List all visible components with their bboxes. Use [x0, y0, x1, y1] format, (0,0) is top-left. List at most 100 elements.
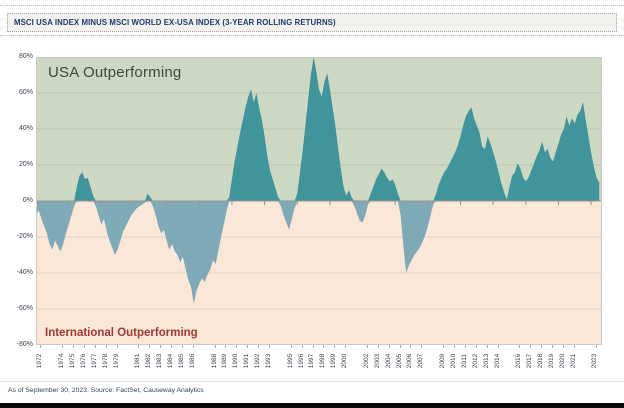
x-axis-label: 2002	[362, 353, 370, 369]
x-axis-tick	[454, 345, 455, 348]
x-axis-tick	[388, 345, 390, 348]
x-axis-tick	[83, 345, 85, 348]
x-axis-label: 2005	[395, 353, 403, 369]
x-axis-label: 1989	[221, 353, 229, 369]
x-axis-tick	[497, 345, 499, 348]
x-axis-tick	[160, 345, 162, 348]
x-axis-label: 1997	[308, 353, 316, 369]
x-axis-tick	[399, 345, 401, 348]
x-axis-label: 2019	[547, 353, 555, 369]
x-axis-tick	[236, 345, 238, 348]
x-axis-label: 2020	[558, 353, 566, 369]
chart-title-bar: MSCI USA INDEX MINUS MSCI WORLD EX-USA I…	[7, 13, 617, 32]
positive-area-series	[36, 57, 600, 201]
y-axis-label: -20%	[16, 233, 33, 240]
x-axis-tick	[40, 345, 42, 348]
x-axis-tick	[138, 345, 140, 348]
source-note: As of September 30, 2023. Source: FactSe…	[8, 387, 204, 394]
x-axis-tick	[258, 345, 259, 348]
x-axis-tick	[116, 345, 118, 348]
x-axis-label: 1999	[330, 353, 338, 369]
x-axis-label: 2006	[406, 353, 414, 369]
y-axis-label: -60%	[16, 305, 33, 312]
x-axis-tick	[377, 345, 379, 348]
x-axis-label: 2003	[373, 353, 381, 369]
y-axis-label: 20%	[18, 161, 33, 168]
usa-outperforming-label: USA Outperforming	[48, 64, 182, 81]
x-axis-tick	[105, 345, 107, 348]
x-axis-label: 1981	[134, 353, 142, 369]
x-axis-label: 1976	[79, 353, 87, 369]
x-axis-tick	[475, 345, 477, 348]
negative-area-series	[36, 201, 600, 304]
x-axis-tick	[595, 345, 597, 348]
x-axis-label: 1998	[319, 353, 327, 369]
x-axis-tick	[94, 345, 96, 348]
x-axis-label: 2007	[417, 353, 425, 369]
x-axis-label: 1978	[101, 353, 109, 369]
x-axis-tick	[486, 345, 488, 348]
x-axis-label: 2016	[515, 353, 523, 369]
y-axis-label: 0%	[22, 197, 33, 204]
plot-border	[36, 57, 602, 345]
x-axis-tick	[62, 345, 64, 348]
title-bottom-dotted-rule	[0, 35, 624, 36]
chart-title: MSCI USA INDEX MINUS MSCI WORLD EX-USA I…	[14, 18, 336, 27]
x-axis-tick	[345, 345, 347, 348]
x-axis-label: 1996	[297, 353, 305, 369]
x-axis-label: 1984	[166, 353, 174, 369]
y-axis-label: 80%	[18, 53, 33, 60]
x-axis-label: 2011	[460, 354, 468, 368]
y-axis-label: -40%	[16, 269, 33, 276]
x-axis-tick	[192, 345, 194, 348]
x-axis-tick	[541, 345, 542, 348]
x-axis-label: 2014	[493, 353, 501, 369]
x-axis-tick	[73, 345, 74, 348]
x-axis-label: 2012	[471, 353, 479, 369]
x-axis-tick	[181, 345, 183, 348]
x-axis-label: 2004	[384, 353, 392, 369]
x-axis-tick	[301, 345, 303, 348]
x-axis-label: 2009	[439, 353, 447, 369]
y-axis-label: 40%	[18, 125, 33, 132]
x-axis-tick	[323, 345, 325, 348]
x-axis-label: 1986	[188, 353, 196, 369]
x-axis-label: 1974	[58, 353, 66, 369]
x-axis-label: 1993	[264, 353, 272, 369]
x-axis-label: 1988	[210, 353, 218, 369]
x-axis-label: 1983	[156, 353, 164, 369]
x-axis-tick	[443, 345, 445, 348]
x-axis-label: 2018	[537, 353, 545, 369]
x-axis-label: 2013	[482, 353, 490, 369]
x-axis-tick	[530, 345, 532, 348]
x-axis-label: 2000	[341, 353, 349, 369]
x-axis-label: 1991	[243, 353, 251, 369]
x-axis-label: 2023	[591, 353, 599, 369]
x-axis-label: 1992	[254, 353, 262, 369]
y-axis-label: 60%	[18, 89, 33, 96]
x-axis-tick	[225, 345, 227, 348]
x-axis-label: 2021	[569, 353, 577, 369]
x-axis-label: 1975	[69, 353, 76, 369]
x-axis-tick	[214, 345, 216, 348]
area-chart-svg	[36, 57, 602, 345]
x-axis-label: 1982	[145, 353, 153, 369]
footer-divider	[0, 381, 624, 382]
x-axis-tick	[421, 345, 423, 348]
x-axis-tick	[290, 345, 292, 348]
x-axis-tick	[562, 345, 564, 348]
x-axis-tick	[519, 345, 521, 348]
intl-region-bg	[36, 201, 602, 345]
y-axis-label: -80%	[16, 341, 33, 348]
bottom-border	[0, 403, 624, 408]
top-dotted-rule	[0, 5, 624, 6]
x-axis-label: 1972	[36, 353, 44, 369]
x-axis-tick	[247, 345, 249, 348]
x-axis-tick	[149, 345, 151, 348]
international-outperforming-label: International Outperforming	[45, 327, 198, 339]
x-axis-tick	[410, 345, 412, 348]
x-axis-tick	[464, 345, 466, 348]
x-axis-label: 1990	[232, 353, 240, 369]
x-axis-label: 1985	[177, 353, 185, 369]
